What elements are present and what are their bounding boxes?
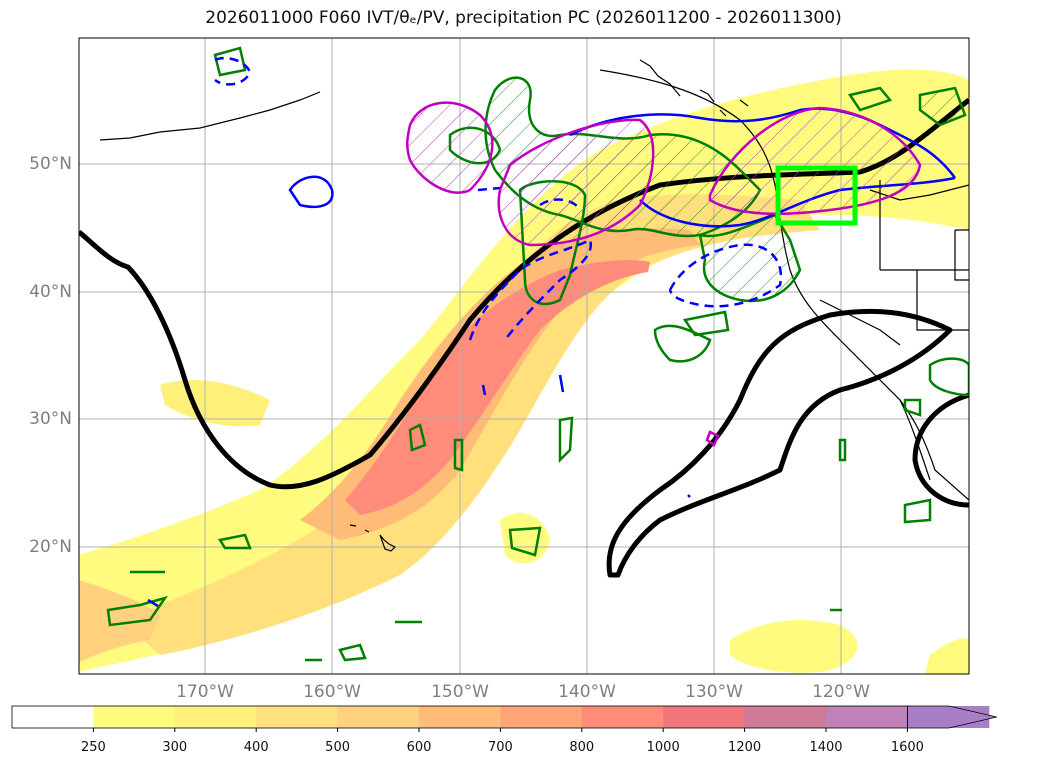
map-frame bbox=[78, 37, 970, 675]
graticule bbox=[79, 38, 969, 674]
colorbar-tick-label: 500 bbox=[325, 740, 351, 755]
colorbar-segment bbox=[826, 706, 908, 728]
ivt-shading bbox=[79, 69, 969, 674]
colorbar-segment bbox=[256, 706, 339, 728]
lon-label-140w: 140°W bbox=[558, 682, 616, 702]
colorbar-segment bbox=[500, 706, 583, 728]
colorbar-segment bbox=[337, 706, 420, 728]
colorbar-segment bbox=[419, 706, 501, 728]
lon-label-160w: 160°W bbox=[303, 682, 361, 702]
lat-label-40n: 40°N bbox=[29, 282, 72, 302]
colorbar-segment bbox=[581, 706, 664, 728]
colorbar-tick-label: 300 bbox=[162, 740, 188, 755]
lon-label-130w: 130°W bbox=[685, 682, 743, 702]
colorbar-tick-label: 1000 bbox=[646, 740, 680, 755]
colorbar-tick-label: 1200 bbox=[728, 740, 762, 755]
colorbar-segment bbox=[174, 706, 257, 728]
region-box bbox=[775, 165, 858, 226]
colorbar bbox=[11, 705, 997, 732]
colorbar-tick-label: 1600 bbox=[890, 740, 924, 755]
lat-label-30n: 30°N bbox=[29, 409, 72, 429]
colorbar-tick-label: 600 bbox=[406, 740, 432, 755]
colorbar-tick-label: 1400 bbox=[809, 740, 843, 755]
lat-label-50n: 50°N bbox=[29, 154, 72, 174]
colorbar-outline bbox=[11, 705, 908, 729]
lon-label-150w: 150°W bbox=[431, 682, 489, 702]
plot-title: 2026011000 F060 IVT/θₑ/PV, precipitation… bbox=[205, 8, 842, 28]
lon-label-170w: 170°W bbox=[176, 682, 234, 702]
lat-label-20n: 20°N bbox=[29, 537, 72, 557]
colorbar-segment bbox=[12, 706, 94, 728]
colorbar-tick-label: 400 bbox=[243, 740, 269, 755]
pv-magenta-contours bbox=[406, 101, 922, 447]
colorbar-segment bbox=[663, 706, 746, 728]
colorbar-segment bbox=[744, 706, 827, 728]
lon-label-120w: 120°W bbox=[812, 682, 870, 702]
colorbar-tick-label: 250 bbox=[80, 740, 106, 755]
colorbar-segment bbox=[93, 706, 176, 728]
colorbar-tick-label: 700 bbox=[487, 740, 513, 755]
colorbar-tick-label: 800 bbox=[569, 740, 595, 755]
